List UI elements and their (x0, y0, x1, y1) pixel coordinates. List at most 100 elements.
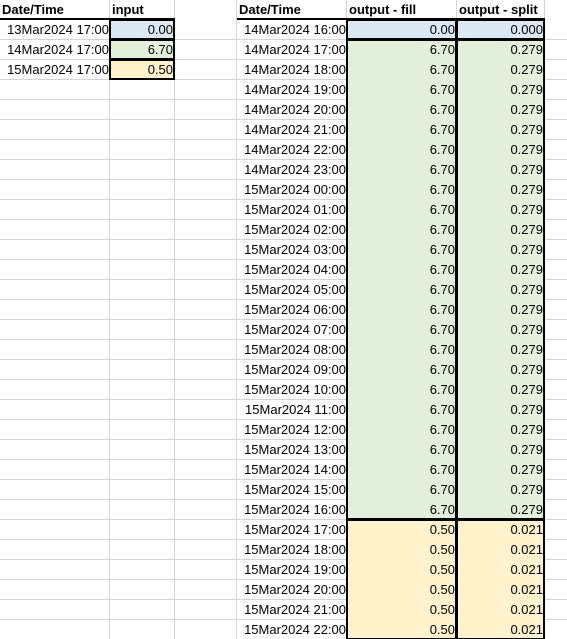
output-split-cell[interactable]: 0.021 (457, 520, 545, 540)
output-split-cell[interactable]: 0.279 (457, 180, 545, 200)
output-datetime-cell[interactable]: 15Mar2024 03:00 (244, 242, 346, 257)
output-split-cell[interactable]: 0.021 (457, 540, 545, 560)
output-split-cell[interactable]: 0.279 (457, 260, 545, 280)
output-fill-cell[interactable]: 6.70 (347, 200, 457, 220)
output-split-cell[interactable]: 0.021 (457, 580, 545, 600)
output-fill-cell[interactable]: 6.70 (347, 240, 457, 260)
output-fill-cell[interactable]: 6.70 (347, 400, 457, 420)
input-datetime-cell[interactable]: 13Mar2024 17:00 (7, 22, 109, 37)
output-fill-cell[interactable]: 6.70 (347, 380, 457, 400)
output-split-cell[interactable]: 0.279 (457, 240, 545, 260)
output-fill-cell[interactable]: 6.70 (347, 480, 457, 500)
output-datetime-cell[interactable]: 15Mar2024 16:00 (244, 502, 346, 517)
output-datetime-cell[interactable]: 15Mar2024 02:00 (244, 222, 346, 237)
output-fill-cell[interactable]: 6.70 (347, 220, 457, 240)
output-split-cell[interactable]: 0.279 (457, 400, 545, 420)
output-fill-cell[interactable]: 6.70 (347, 100, 457, 120)
output-split-cell[interactable]: 0.279 (457, 440, 545, 460)
output-split-cell[interactable]: 0.021 (457, 560, 545, 580)
output-datetime-cell[interactable]: 15Mar2024 11:00 (245, 402, 346, 417)
output-split-cell[interactable]: 0.279 (457, 120, 545, 140)
output-fill-cell[interactable]: 6.70 (347, 160, 457, 180)
output-datetime-cell[interactable]: 15Mar2024 08:00 (244, 342, 346, 357)
header-input-datetime[interactable]: Date/Time (0, 0, 110, 20)
output-datetime-cell[interactable]: 15Mar2024 07:00 (244, 322, 346, 337)
output-split-cell[interactable]: 0.279 (457, 300, 545, 320)
output-fill-cell[interactable]: 6.70 (347, 420, 457, 440)
output-fill-cell[interactable]: 6.70 (347, 360, 457, 380)
output-split-cell[interactable]: 0.279 (457, 420, 545, 440)
output-fill-cell[interactable]: 0.50 (347, 580, 457, 600)
input-value-cell[interactable]: 6.70 (110, 40, 175, 60)
output-fill-cell[interactable]: 6.70 (347, 280, 457, 300)
output-datetime-cell[interactable]: 14Mar2024 17:00 (244, 42, 346, 57)
output-datetime-cell[interactable]: 15Mar2024 04:00 (244, 262, 346, 277)
output-datetime-cell[interactable]: 15Mar2024 13:00 (244, 442, 346, 457)
output-datetime-cell[interactable]: 14Mar2024 16:00 (244, 22, 346, 37)
output-split-cell[interactable]: 0.279 (457, 40, 545, 60)
output-datetime-cell[interactable]: 15Mar2024 18:00 (244, 542, 346, 557)
output-split-cell[interactable]: 0.279 (457, 380, 545, 400)
output-datetime-cell[interactable]: 14Mar2024 21:00 (244, 122, 346, 137)
output-datetime-cell[interactable]: 15Mar2024 15:00 (244, 482, 346, 497)
output-datetime-cell[interactable]: 15Mar2024 09:00 (244, 362, 346, 377)
output-datetime-cell[interactable]: 15Mar2024 05:00 (244, 282, 346, 297)
output-fill-cell[interactable]: 6.70 (347, 340, 457, 360)
output-fill-cell[interactable]: 6.70 (347, 180, 457, 200)
output-fill-cell[interactable]: 6.70 (347, 460, 457, 480)
output-fill-cell[interactable]: 6.70 (347, 500, 457, 520)
input-datetime-cell[interactable]: 14Mar2024 17:00 (7, 42, 109, 57)
output-datetime-cell[interactable]: 15Mar2024 10:00 (244, 382, 346, 397)
output-split-cell[interactable]: 0.021 (457, 620, 545, 639)
output-datetime-cell[interactable]: 15Mar2024 14:00 (244, 462, 346, 477)
output-fill-cell[interactable]: 6.70 (347, 320, 457, 340)
header-output-fill[interactable]: output - fill (347, 0, 457, 20)
output-fill-cell[interactable]: 0.50 (347, 600, 457, 620)
output-datetime-cell[interactable]: 15Mar2024 01:00 (244, 202, 346, 217)
output-split-cell[interactable]: 0.279 (457, 500, 545, 520)
output-datetime-cell[interactable]: 15Mar2024 00:00 (244, 182, 346, 197)
output-split-cell[interactable]: 0.279 (457, 60, 545, 80)
output-split-cell[interactable]: 0.279 (457, 160, 545, 180)
output-split-cell[interactable]: 0.021 (457, 600, 545, 620)
output-datetime-cell[interactable]: 15Mar2024 19:00 (244, 562, 346, 577)
output-datetime-cell[interactable]: 15Mar2024 22:00 (244, 622, 346, 637)
output-split-cell[interactable]: 0.279 (457, 320, 545, 340)
output-datetime-cell[interactable]: 14Mar2024 20:00 (244, 102, 346, 117)
output-datetime-cell[interactable]: 15Mar2024 17:00 (244, 522, 346, 537)
output-datetime-cell[interactable]: 15Mar2024 20:00 (244, 582, 346, 597)
output-split-cell[interactable]: 0.000 (457, 20, 545, 40)
header-output-datetime[interactable]: Date/Time (237, 0, 347, 20)
output-fill-cell[interactable]: 6.70 (347, 60, 457, 80)
output-fill-cell[interactable]: 6.70 (347, 40, 457, 60)
output-split-cell[interactable]: 0.279 (457, 480, 545, 500)
output-split-cell[interactable]: 0.279 (457, 360, 545, 380)
output-datetime-cell[interactable]: 14Mar2024 23:00 (244, 162, 346, 177)
output-datetime-cell[interactable]: 14Mar2024 19:00 (244, 82, 346, 97)
input-datetime-cell[interactable]: 15Mar2024 17:00 (7, 62, 109, 77)
output-split-cell[interactable]: 0.279 (457, 100, 545, 120)
output-fill-cell[interactable]: 6.70 (347, 300, 457, 320)
output-datetime-cell[interactable]: 14Mar2024 18:00 (244, 62, 346, 77)
output-fill-cell[interactable]: 0.50 (347, 620, 457, 639)
input-value-cell[interactable]: 0.50 (110, 60, 175, 80)
output-split-cell[interactable]: 0.279 (457, 80, 545, 100)
output-split-cell[interactable]: 0.279 (457, 460, 545, 480)
output-split-cell[interactable]: 0.279 (457, 220, 545, 240)
output-fill-cell[interactable]: 6.70 (347, 140, 457, 160)
output-fill-cell[interactable]: 6.70 (347, 80, 457, 100)
header-input[interactable]: input (110, 0, 175, 20)
output-split-cell[interactable]: 0.279 (457, 200, 545, 220)
output-fill-cell[interactable]: 0.50 (347, 540, 457, 560)
output-datetime-cell[interactable]: 15Mar2024 21:00 (244, 602, 346, 617)
output-fill-cell[interactable]: 0.00 (347, 20, 457, 40)
output-datetime-cell[interactable]: 15Mar2024 12:00 (244, 422, 346, 437)
output-datetime-cell[interactable]: 15Mar2024 06:00 (244, 302, 346, 317)
output-fill-cell[interactable]: 6.70 (347, 440, 457, 460)
input-value-cell[interactable]: 0.00 (110, 20, 175, 40)
output-fill-cell[interactable]: 6.70 (347, 120, 457, 140)
output-fill-cell[interactable]: 0.50 (347, 520, 457, 540)
output-datetime-cell[interactable]: 14Mar2024 22:00 (244, 142, 346, 157)
output-fill-cell[interactable]: 6.70 (347, 260, 457, 280)
header-output-split[interactable]: output - split (457, 0, 545, 20)
